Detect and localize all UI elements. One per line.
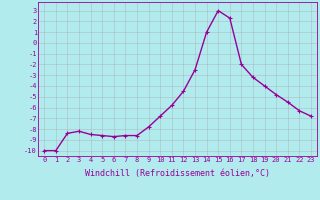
X-axis label: Windchill (Refroidissement éolien,°C): Windchill (Refroidissement éolien,°C) [85, 169, 270, 178]
